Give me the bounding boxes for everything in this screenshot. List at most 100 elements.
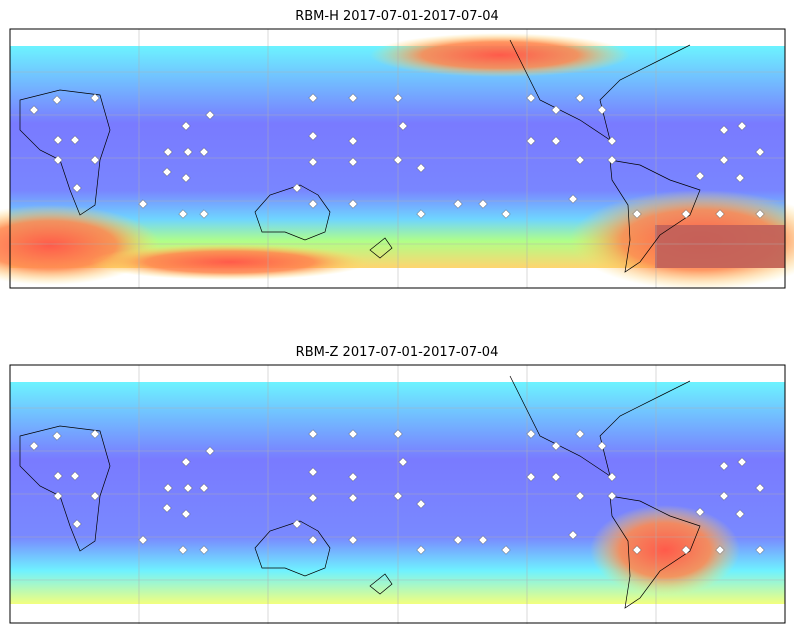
- coastline: [369, 573, 393, 595]
- station-marker: [348, 199, 358, 209]
- station-marker: [501, 545, 511, 555]
- station-marker: [183, 147, 193, 157]
- station-marker: [551, 472, 561, 482]
- station-marker: [348, 472, 358, 482]
- station-marker: [681, 209, 691, 219]
- station-marker: [181, 121, 191, 131]
- coastline: [369, 237, 393, 259]
- coastline: [254, 520, 331, 577]
- station-marker: [607, 491, 617, 501]
- coastline: [609, 495, 701, 609]
- station-marker: [162, 167, 172, 177]
- station-marker: [735, 509, 745, 519]
- station-marker: [90, 491, 100, 501]
- map-panel: RBM-Z 2017-07-01-2017-07-04: [9, 345, 786, 624]
- station-marker: [308, 493, 318, 503]
- station-marker: [607, 136, 617, 146]
- station-marker: [178, 545, 188, 555]
- station-marker: [70, 471, 80, 481]
- station-marker: [52, 95, 62, 105]
- station-marker: [526, 429, 536, 439]
- station-marker: [72, 519, 82, 529]
- station-marker: [551, 105, 561, 115]
- map-panel: RBM-H 2017-07-01-2017-07-04: [0, 9, 794, 290]
- station-marker: [737, 121, 747, 131]
- station-marker: [632, 209, 642, 219]
- station-marker: [308, 429, 318, 439]
- hot-spot: [370, 33, 630, 77]
- station-marker: [199, 147, 209, 157]
- station-marker: [526, 136, 536, 146]
- station-marker: [681, 545, 691, 555]
- station-marker: [478, 199, 488, 209]
- station-marker: [53, 135, 63, 145]
- station-marker: [308, 157, 318, 167]
- station-marker: [181, 457, 191, 467]
- station-marker: [737, 457, 747, 467]
- station-marker: [90, 429, 100, 439]
- station-marker: [205, 110, 215, 120]
- station-marker: [607, 155, 617, 165]
- station-marker: [52, 431, 62, 441]
- frame: [9, 364, 786, 624]
- station-marker: [416, 209, 426, 219]
- station-marker: [29, 105, 39, 115]
- station-marker: [53, 471, 63, 481]
- station-marker: [183, 483, 193, 493]
- station-marker: [575, 429, 585, 439]
- station-marker: [416, 545, 426, 555]
- station-marker: [501, 209, 511, 219]
- panel-title: RBM-Z 2017-07-01-2017-07-04: [296, 345, 499, 360]
- station-marker: [755, 209, 765, 219]
- station-marker: [526, 93, 536, 103]
- station-marker: [348, 93, 358, 103]
- frame: [9, 28, 786, 289]
- station-marker: [526, 472, 536, 482]
- station-marker: [695, 507, 705, 517]
- station-marker: [478, 535, 488, 545]
- station-marker: [199, 483, 209, 493]
- station-marker: [597, 105, 607, 115]
- station-marker: [308, 467, 318, 477]
- station-marker: [199, 209, 209, 219]
- station-marker: [178, 209, 188, 219]
- coastline: [509, 375, 691, 477]
- station-marker: [181, 509, 191, 519]
- station-marker: [163, 483, 173, 493]
- station-marker: [53, 491, 63, 501]
- station-marker: [205, 446, 215, 456]
- station-marker: [138, 535, 148, 545]
- station-marker: [695, 171, 705, 181]
- station-marker: [308, 131, 318, 141]
- station-marker: [575, 155, 585, 165]
- station-marker: [308, 93, 318, 103]
- station-marker: [162, 503, 172, 513]
- hot-spot: [90, 244, 370, 280]
- station-marker: [308, 199, 318, 209]
- station-marker: [348, 136, 358, 146]
- coastline: [19, 89, 111, 216]
- station-marker: [551, 441, 561, 451]
- station-marker: [735, 173, 745, 183]
- station-marker: [393, 491, 403, 501]
- station-marker: [70, 135, 80, 145]
- station-marker: [348, 493, 358, 503]
- station-marker: [607, 472, 617, 482]
- station-marker: [568, 194, 578, 204]
- station-marker: [348, 535, 358, 545]
- station-marker: [72, 183, 82, 193]
- station-marker: [393, 93, 403, 103]
- station-marker: [90, 155, 100, 165]
- station-marker: [719, 125, 729, 135]
- coastline: [609, 159, 701, 273]
- station-marker: [715, 209, 725, 219]
- station-marker: [719, 461, 729, 471]
- station-marker: [575, 491, 585, 501]
- station-marker: [163, 147, 173, 157]
- station-marker: [348, 157, 358, 167]
- station-marker: [719, 155, 729, 165]
- station-marker: [348, 429, 358, 439]
- station-marker: [138, 199, 148, 209]
